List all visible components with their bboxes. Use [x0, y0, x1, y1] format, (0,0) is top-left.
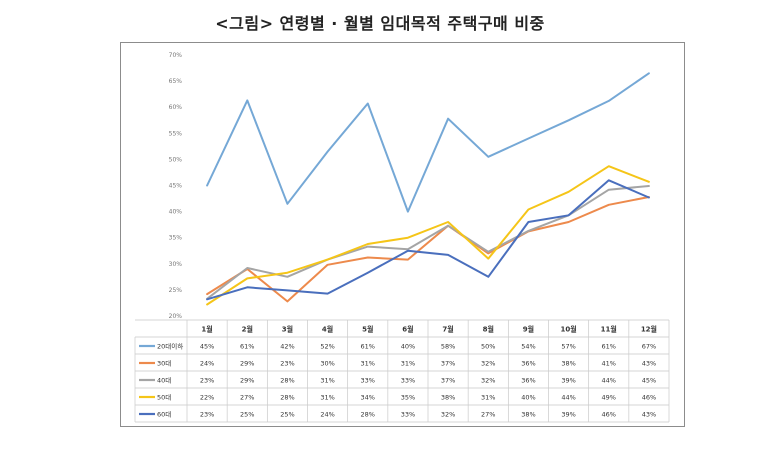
data-label: 23% [200, 411, 214, 419]
data-label: 43% [642, 411, 656, 419]
legend-label: 50대 [157, 394, 171, 402]
data-label: 31% [401, 360, 415, 368]
data-label: 29% [240, 360, 254, 368]
x-category-label: 3월 [282, 325, 293, 334]
series-line [206, 196, 650, 303]
data-label: 38% [521, 411, 535, 419]
data-label: 45% [200, 343, 214, 351]
x-category-label: 12월 [641, 325, 657, 334]
x-category-label: 1월 [201, 325, 212, 334]
data-label: 61% [240, 343, 254, 351]
x-category-label: 10월 [560, 325, 576, 334]
chart-container: 20% 25% 30% 35% 40% 45% 50% 55% 60% 65% 70% 1월 2월 3월 4… [120, 42, 685, 427]
y-tick-label: 45% [169, 183, 183, 190]
data-label: 32% [481, 360, 495, 368]
data-label: 24% [200, 360, 214, 368]
data-label: 39% [561, 411, 575, 419]
y-tick-label: 20% [169, 313, 183, 320]
data-label: 49% [602, 394, 616, 402]
data-label: 41% [602, 360, 616, 368]
x-category-label: 7월 [442, 325, 453, 334]
data-label: 37% [441, 377, 455, 385]
data-label: 43% [642, 360, 656, 368]
series-line [206, 72, 650, 213]
data-label: 31% [320, 394, 334, 402]
data-label: 31% [481, 394, 495, 402]
data-label: 33% [361, 377, 375, 385]
data-label: 23% [280, 360, 294, 368]
y-tick-label: 70% [169, 52, 183, 59]
data-label: 34% [361, 394, 375, 402]
x-category-label: 4월 [322, 325, 333, 334]
data-label: 33% [401, 411, 415, 419]
data-label: 22% [200, 394, 214, 402]
data-label: 54% [521, 343, 535, 351]
y-tick-label: 40% [169, 209, 183, 216]
data-label: 32% [441, 411, 455, 419]
y-tick-label: 55% [169, 130, 183, 137]
data-label: 52% [320, 343, 334, 351]
legend-label: 40대 [157, 377, 171, 385]
data-label: 36% [521, 360, 535, 368]
data-label: 35% [401, 394, 415, 402]
x-category-label: 2월 [242, 325, 253, 334]
x-category-label: 11월 [601, 325, 617, 334]
legend-label: 20대이하 [157, 342, 183, 351]
data-label: 44% [561, 394, 575, 402]
data-label: 40% [521, 394, 535, 402]
data-label: 28% [280, 377, 294, 385]
legend-label: 30대 [157, 360, 171, 368]
data-label: 33% [401, 377, 415, 385]
x-category-label: 6월 [402, 325, 413, 334]
series-line [206, 179, 650, 301]
data-label: 25% [240, 411, 254, 419]
data-label: 42% [280, 343, 294, 351]
y-tick-label: 65% [169, 78, 183, 85]
chart-title: <그림> 연령별 · 월별 임대목적 주택구매 비중 [215, 14, 545, 33]
data-label: 38% [441, 394, 455, 402]
data-label: 27% [240, 394, 254, 402]
x-category-label: 9월 [523, 325, 534, 334]
data-label: 31% [320, 377, 334, 385]
data-label: 28% [361, 411, 375, 419]
data-label: 30% [320, 360, 334, 368]
data-label: 57% [561, 343, 575, 351]
data-label: 28% [280, 394, 294, 402]
x-category-label: 5월 [362, 325, 373, 334]
data-label: 37% [441, 360, 455, 368]
data-label: 36% [521, 377, 535, 385]
y-tick-label: 35% [169, 235, 183, 242]
data-label: 25% [280, 411, 294, 419]
data-label: 23% [200, 377, 214, 385]
data-label: 46% [642, 394, 656, 402]
y-tick-label: 25% [169, 287, 183, 294]
data-label: 67% [642, 343, 656, 351]
x-category-label: 8월 [483, 325, 494, 334]
data-label: 24% [320, 411, 334, 419]
data-label: 61% [361, 343, 375, 351]
y-tick-label: 50% [169, 156, 183, 163]
data-label: 38% [561, 360, 575, 368]
data-label: 39% [561, 377, 575, 385]
data-label: 50% [481, 343, 495, 351]
data-label: 58% [441, 343, 455, 351]
series-line [206, 185, 650, 300]
data-label: 29% [240, 377, 254, 385]
data-label: 45% [642, 377, 656, 385]
data-label: 32% [481, 377, 495, 385]
data-label: 44% [602, 377, 616, 385]
legend-label: 60대 [157, 411, 171, 419]
y-tick-label: 60% [169, 104, 183, 111]
data-label: 40% [401, 343, 415, 351]
data-label: 31% [361, 360, 375, 368]
y-tick-label: 30% [169, 261, 183, 268]
line-chart: 20% 25% 30% 35% 40% 45% 50% 55% 60% 65% 70% 1월 2월 3월 4… [134, 52, 670, 423]
data-label: 61% [602, 343, 616, 351]
data-label: 46% [602, 411, 616, 419]
data-label: 27% [481, 411, 495, 419]
series-line [206, 165, 650, 306]
